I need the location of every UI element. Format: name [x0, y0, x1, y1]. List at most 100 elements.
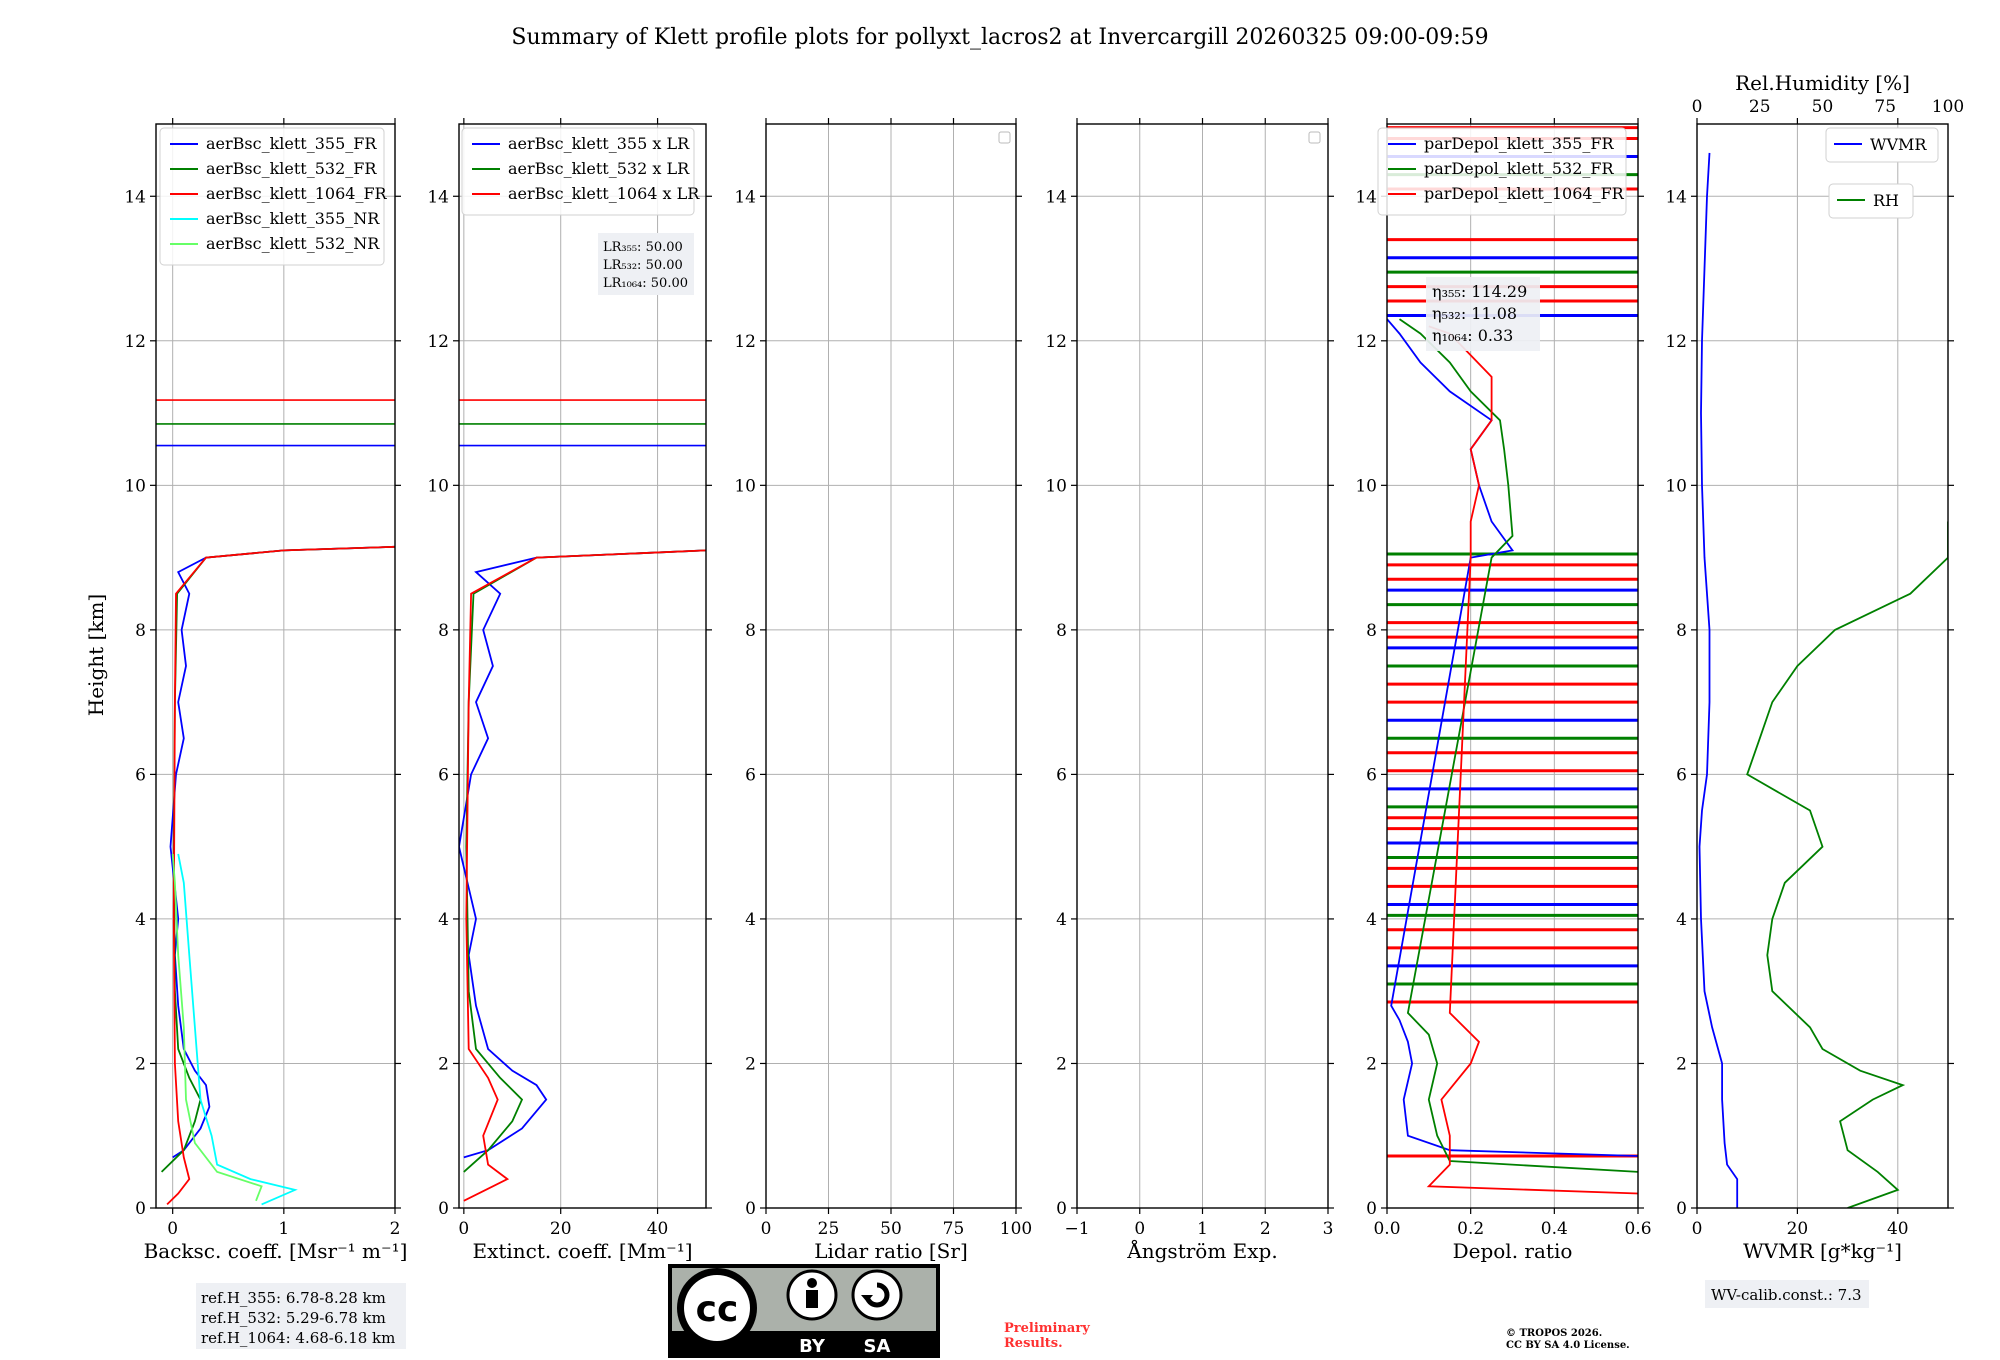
x-tick-label: 0	[1134, 1219, 1145, 1239]
license-sa-label: SA	[864, 1336, 891, 1357]
x2-tick-label: 0	[1692, 97, 1703, 117]
x-tick-label: 50	[880, 1219, 902, 1239]
y-tick-label: 14	[1045, 187, 1067, 207]
y-tick-label: 0	[1676, 1199, 1687, 1219]
y-tick-label: 4	[1056, 910, 1067, 930]
x-axis-label: Backsc. coeff. [Msr⁻¹ m⁻¹]	[144, 1239, 408, 1263]
plot-area	[156, 399, 395, 1206]
legend-entry: aerBsc_klett_355_NR	[206, 209, 380, 228]
series-line-2	[1426, 325, 1638, 1195]
y-tick-label: 8	[1366, 621, 1377, 641]
legend-frame	[1377, 127, 1627, 216]
legend-entry: aerBsc_klett_532_FR	[206, 159, 377, 178]
y-tick-label: 10	[1665, 476, 1687, 496]
series-line-0	[1698, 152, 1739, 1208]
y-tick-label: 0	[1366, 1199, 1377, 1219]
legends: aerBsc_klett_355_FRaerBsc_klett_532_FRae…	[159, 127, 1939, 1308]
x-tick-label: 1	[1197, 1219, 1208, 1239]
x-tick-label: 0	[761, 1219, 772, 1239]
y-tick-label: 12	[1665, 332, 1687, 352]
y-tick-label: 8	[135, 621, 146, 641]
y-tick-label: 0	[438, 1199, 449, 1219]
series-line-1	[463, 549, 706, 1173]
y-tick-label: 4	[1676, 910, 1687, 930]
cc-license-badge: cc BY SA	[668, 1264, 940, 1358]
plot-area	[459, 399, 706, 1202]
lidar-ratio-entry: LR₁₀₆₄: 50.00	[603, 276, 688, 291]
lidar-ratio-entry: LR₃₅₅: 50.00	[603, 240, 683, 255]
legend-entry: aerBsc_klett_532_NR	[206, 234, 380, 253]
y-tick-label: 6	[1676, 765, 1687, 785]
empty-legend-marker	[1308, 131, 1321, 144]
series-line-1	[1746, 521, 1948, 1208]
x2-tick-label: 50	[1812, 97, 1834, 117]
legend-panel-5: parDepol_klett_355_FR parDepol_klett_532_…	[1377, 127, 1627, 216]
y-tick-label: 2	[135, 1054, 146, 1074]
y-tick-label: 12	[1355, 332, 1377, 352]
y-tick-label: 2	[745, 1054, 756, 1074]
x-axis-label: Extinct. coeff. [Mm⁻¹]	[472, 1239, 692, 1263]
x-tick-label: 0.6	[1624, 1219, 1651, 1239]
y-tick-label: 2	[438, 1054, 449, 1074]
y-tick-label: 6	[745, 765, 756, 785]
legend-frame	[1825, 127, 1939, 163]
x-tick-label: 40	[647, 1219, 669, 1239]
series-line-2	[463, 549, 706, 1202]
legend-entry: aerBsc_klett_355 x LR	[508, 134, 690, 153]
y-tick-label: 0	[745, 1199, 756, 1219]
x-tick-label: 20	[550, 1219, 572, 1239]
x-tick-label: 0.2	[1457, 1219, 1484, 1239]
y-tick-label: 14	[1665, 187, 1687, 207]
sa-share-icon	[851, 1269, 903, 1321]
axes-frame	[1696, 123, 1949, 1209]
wv-calib-frame	[1705, 1280, 1869, 1308]
x2-axis-label: Rel.Humidity [%]	[1735, 71, 1910, 95]
legend-entry: aerBsc_klett_1064 x LR	[508, 184, 700, 203]
axes-frame	[155, 123, 396, 1209]
y-axis-label: Height [km]	[84, 594, 108, 716]
y-tick-label: 10	[734, 476, 756, 496]
y-tick-label: 14	[734, 187, 756, 207]
x-tick-label: 20	[1787, 1219, 1809, 1239]
eta-frame	[1426, 277, 1540, 351]
y-tick-label: 8	[1056, 621, 1067, 641]
series-line-0	[169, 545, 395, 1159]
x-tick-label: 0.4	[1541, 1219, 1568, 1239]
x-tick-label: 2	[1260, 1219, 1271, 1239]
y-tick-label: 4	[438, 910, 449, 930]
legend-entry: aerBsc_klett_532 x LR	[508, 159, 690, 178]
plot-area	[1387, 126, 1638, 1195]
legend-entry: aerBsc_klett_355_FR	[206, 134, 377, 153]
legend-panel-2: aerBsc_klett_355 x LR aerBsc_klett_532 x …	[461, 127, 700, 216]
y-tick-label: 2	[1366, 1054, 1377, 1074]
x2-tick-label: 75	[1874, 97, 1896, 117]
lidar-ratio-entry: LR₅₃₂: 50.00	[603, 258, 683, 273]
ref-heights-box: ref.H_355: 6.78-8.28 km ref.H_532: 5.29-…	[196, 1283, 406, 1349]
series-line-0	[1387, 318, 1638, 1157]
ref-height-1064: ref.H_1064: 4.68-6.18 km	[201, 1329, 395, 1347]
x-axis-label: Lidar ratio [Sr]	[814, 1239, 968, 1263]
y-tick-label: 6	[1366, 765, 1377, 785]
y-tick-label: 12	[427, 332, 449, 352]
copyright-line2: CC BY SA 4.0 License.	[1506, 1340, 1630, 1351]
series-line-2	[166, 545, 395, 1206]
y-tick-label: 4	[1366, 910, 1377, 930]
legend-entry: parDepol_klett_355_FR	[1424, 134, 1615, 153]
legend-frame	[461, 127, 695, 216]
series-line-1	[160, 545, 395, 1173]
legend-panel-1: aerBsc_klett_355_FR aerBsc_klett_532_FRae…	[159, 127, 388, 266]
y-tick-label: 12	[1045, 332, 1067, 352]
axes-frame	[765, 123, 1017, 1209]
lidar-ratio-frame	[598, 233, 694, 295]
y-tick-label: 14	[427, 187, 449, 207]
legend-entry: RH	[1873, 191, 1899, 210]
axes-frame	[458, 123, 707, 1209]
x-axis-label: Depol. ratio	[1453, 1239, 1573, 1263]
legend-entry: parDepol_klett_1064_FR	[1424, 184, 1625, 203]
y-tick-label: 4	[745, 910, 756, 930]
y-tick-label: 10	[1355, 476, 1377, 496]
series-line-1	[1398, 318, 1638, 1173]
